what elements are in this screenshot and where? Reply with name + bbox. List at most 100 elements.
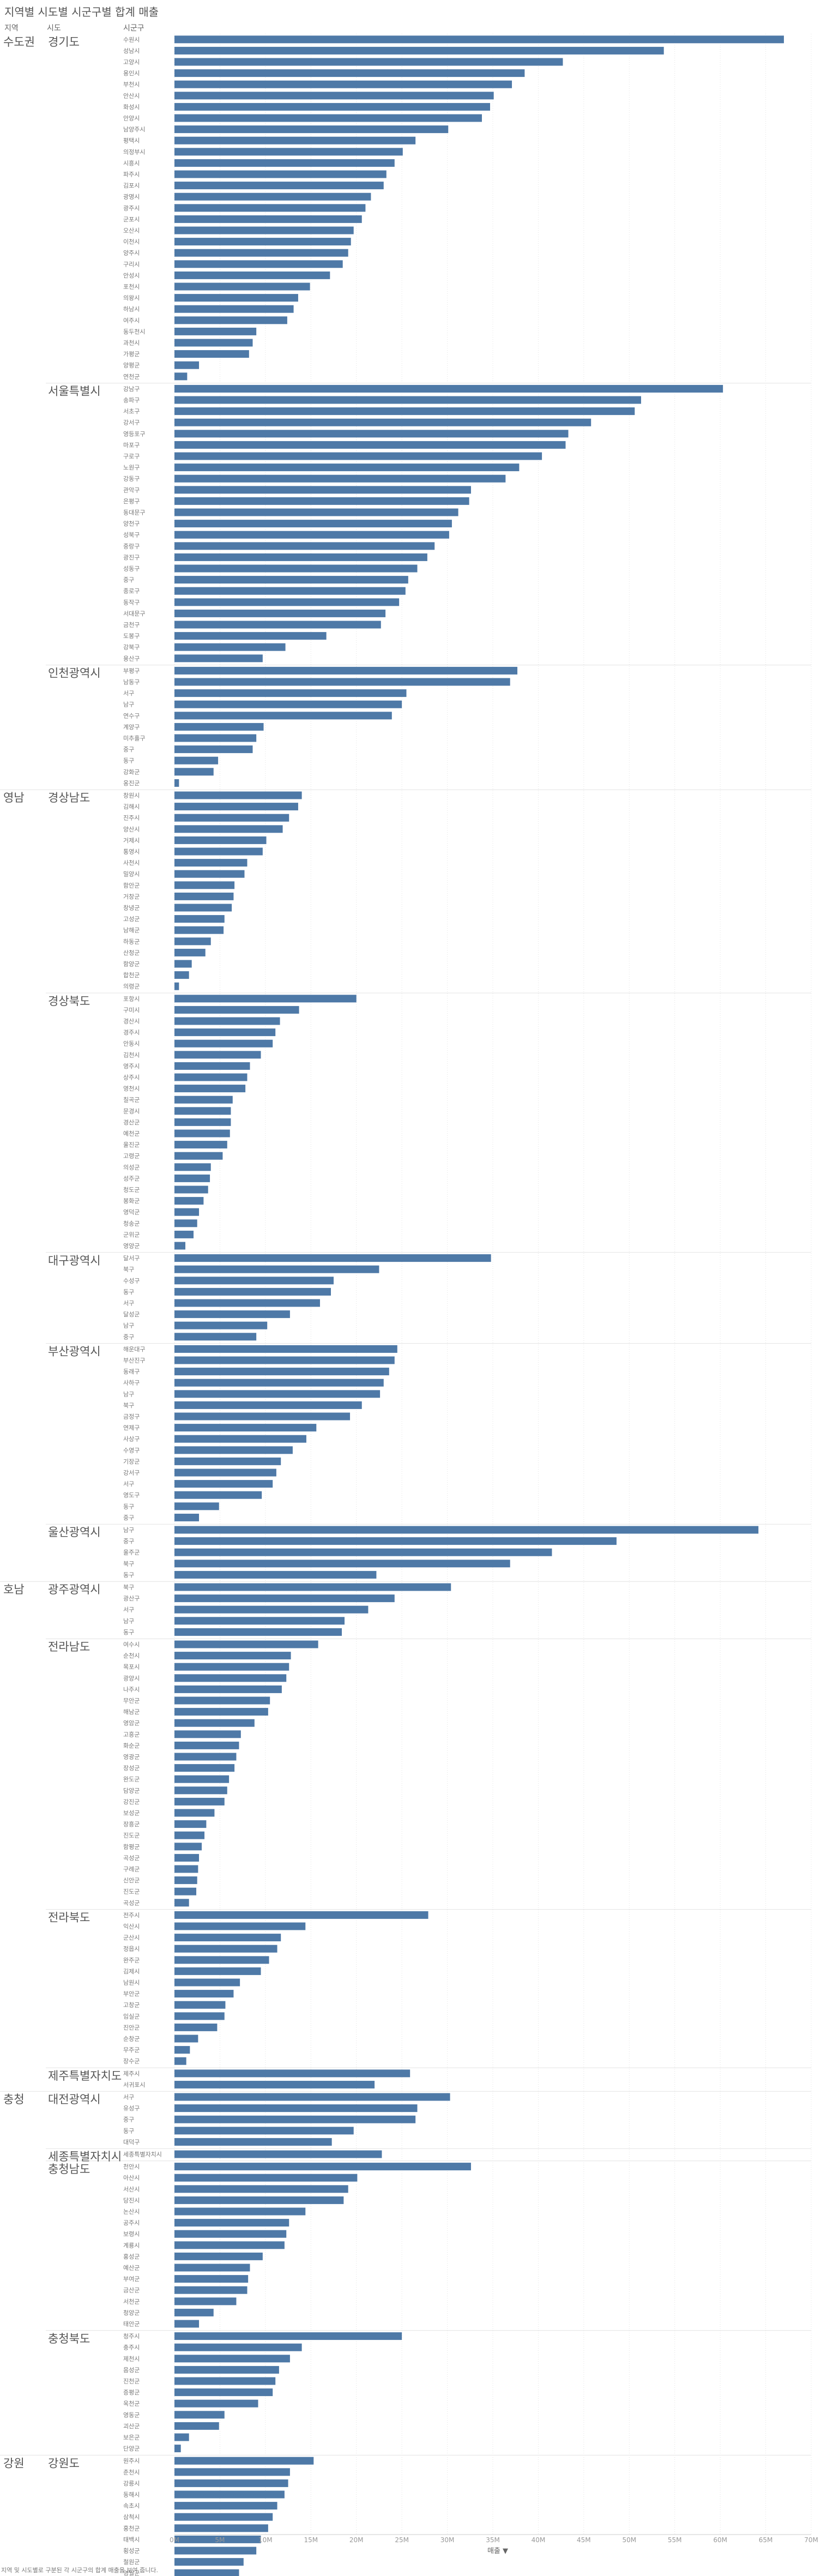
sigungu-label: 군포시: [123, 216, 140, 223]
sido-label: 부산광역시: [48, 1345, 101, 1358]
sigungu-label: 화순군: [123, 1742, 140, 1749]
bar: [174, 1096, 233, 1104]
bar: [174, 2479, 288, 2487]
sigungu-label: 장성군: [123, 1765, 140, 1772]
bar: [174, 2547, 257, 2555]
sigungu-label: 광명시: [123, 194, 140, 201]
sigungu-label: 서구: [123, 690, 134, 697]
sigungu-label: 의왕시: [123, 294, 140, 302]
bar: [174, 2468, 290, 2476]
bar: [174, 1062, 250, 1070]
sigungu-label: 사하구: [123, 1379, 140, 1387]
sigungu-label: 광산구: [123, 1595, 140, 1602]
sigungu-label: 통영시: [123, 848, 140, 856]
bar: [174, 2138, 332, 2146]
bar: [174, 2297, 237, 2306]
bar: [174, 1379, 384, 1387]
sigungu-label: 남양주시: [123, 126, 145, 133]
sigungu-label: 홍천군: [123, 2524, 140, 2532]
bar: [174, 995, 357, 1003]
sigungu-label: 진주시: [123, 815, 140, 822]
sigungu-label: 계룡시: [123, 2242, 140, 2249]
sigungu-label: 합천군: [123, 971, 140, 979]
sigungu-label: 하남시: [123, 305, 140, 313]
sigungu-label: 서산시: [123, 2186, 140, 2193]
bar: [174, 1412, 351, 1421]
bar: [174, 182, 384, 190]
bar: [174, 2264, 250, 2272]
sigungu-label: 영동군: [123, 2411, 140, 2418]
sigungu-label: 은평구: [123, 498, 140, 505]
sigungu-label: 이천시: [123, 238, 140, 245]
bar: [174, 2286, 247, 2294]
sigungu-label: 홍성군: [123, 2253, 140, 2260]
sigungu-label: 사천시: [123, 859, 140, 866]
bar: [174, 1333, 257, 1341]
bar: [174, 464, 520, 472]
bar: [174, 1820, 207, 1828]
sigungu-label: 북구: [123, 1266, 134, 1273]
bar: [174, 2046, 190, 2054]
bar: [174, 1775, 230, 1783]
sigungu-label: 속초시: [123, 2502, 140, 2509]
sigungu-label: 목포시: [123, 1664, 140, 1671]
bar: [174, 2377, 276, 2385]
sigungu-label: 보성군: [123, 1810, 140, 1817]
sigungu-label: 과천시: [123, 339, 140, 347]
sigungu-label: 송파구: [123, 397, 140, 404]
bar: [174, 2513, 273, 2521]
sigungu-label: 중구: [123, 1514, 134, 1521]
sigungu-label: 함양군: [123, 961, 140, 968]
sigungu-label: 김해시: [123, 803, 140, 810]
sigungu-label: 삼척시: [123, 2514, 140, 2521]
sigungu-label: 신안군: [123, 1877, 140, 1884]
x-axis: 매출 ▼ 0M 5M 10M 15M 20M 25M 30M 35M 40M 45M 50M 55M 6…: [170, 2534, 818, 2555]
sigungu-label: 남구: [123, 1527, 134, 1534]
bar: [174, 971, 189, 979]
bar: [174, 384, 723, 393]
bar: [174, 114, 482, 122]
sigungu-label: 금정구: [123, 1413, 140, 1421]
bar: [174, 58, 563, 66]
sigungu-label: 부산진구: [123, 1357, 145, 1364]
bar: [174, 700, 402, 708]
bar: [174, 2035, 198, 2043]
sigungu-label: 여수시: [123, 1641, 140, 1648]
bar: [174, 587, 406, 595]
sigungu-label: 남원시: [123, 1979, 140, 1987]
sigungu-label: 도봉구: [123, 633, 140, 640]
sigungu-label: 용산구: [123, 655, 140, 662]
sigungu-label: 파주시: [123, 171, 140, 178]
sigungu-label: 동대문구: [123, 509, 145, 516]
sigungu-label: 고양시: [123, 59, 140, 66]
sigungu-label: 나주시: [123, 1686, 140, 1693]
sigungu-label: 서귀포시: [123, 2081, 145, 2089]
bar: [174, 1887, 197, 1895]
sido-label: 경기도: [48, 35, 80, 49]
bar: [174, 294, 298, 302]
sigungu-label: 옥천군: [123, 2400, 140, 2408]
bar: [174, 327, 257, 335]
sigungu-label: 남구: [123, 1617, 134, 1624]
bar: [174, 1674, 287, 1682]
bar: [174, 271, 330, 279]
bar: [174, 2308, 214, 2316]
bar: [174, 1480, 273, 1488]
bar: [174, 1945, 277, 1953]
bar: [174, 361, 200, 369]
sido-label: 강원도: [48, 2457, 80, 2470]
bar: [174, 1242, 186, 1250]
bar: [174, 666, 518, 675]
bar: [174, 238, 351, 246]
bar: [174, 2433, 189, 2441]
bar: [174, 1741, 239, 1749]
x-tick-label: 50M: [622, 2536, 636, 2544]
sigungu-label: 원주시: [123, 2458, 140, 2465]
sigungu-label: 완도군: [123, 1776, 140, 1783]
bar: [174, 1491, 262, 1499]
sigungu-label: 남동구: [123, 679, 140, 686]
bar: [174, 1310, 290, 1319]
bar: [174, 1967, 261, 1975]
sigungu-label: 연천군: [123, 372, 140, 380]
